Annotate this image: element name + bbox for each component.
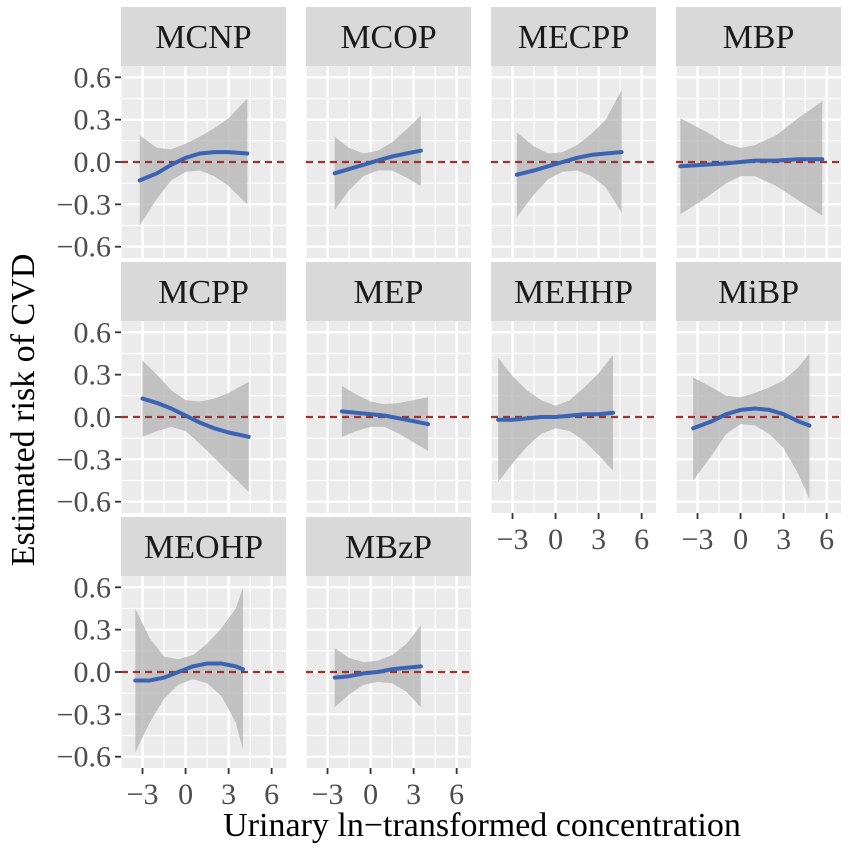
x-tick-label: 6 <box>819 523 834 556</box>
strip-background <box>306 262 471 321</box>
y-tick-label: 0.0 <box>74 656 112 689</box>
x-tick-label: −3 <box>682 523 714 556</box>
y-tick-label: 0.6 <box>74 61 112 94</box>
y-tick-label: 0.0 <box>74 146 112 179</box>
confidence-band <box>341 385 428 451</box>
panel-mecpp: MECPP <box>490 7 656 258</box>
strip-background <box>306 517 471 576</box>
y-tick-label: −0.6 <box>57 486 111 519</box>
strip-background <box>306 7 471 66</box>
y-tick-label: −0.3 <box>57 698 111 731</box>
panel-mep: MEP <box>305 262 471 513</box>
panel-mcop: MCOP <box>305 7 471 258</box>
panel-mbzp: MBzP <box>305 517 471 768</box>
confidence-band <box>334 115 421 210</box>
confidence-band <box>516 90 622 218</box>
y-tick-label: 0.0 <box>74 401 112 434</box>
panel-mcpp: MCPP <box>120 262 286 513</box>
strip-background <box>491 262 656 321</box>
estimate-line <box>133 661 245 683</box>
strip-background <box>491 7 656 66</box>
y-tick-label: −0.6 <box>57 741 111 774</box>
x-tick-label: 0 <box>363 778 378 811</box>
strip-label: MEHHP <box>514 274 633 311</box>
y-tick-label: −0.6 <box>57 231 111 264</box>
estimate-line <box>332 148 423 176</box>
y-tick-label: −0.3 <box>57 443 111 476</box>
y-tick-label: 0.6 <box>74 316 112 349</box>
estimate-line <box>332 664 423 680</box>
estimate-line <box>137 150 250 183</box>
confidence-band <box>142 360 249 492</box>
strip-background <box>121 262 286 321</box>
panel-mehhp: MEHHP <box>490 262 656 513</box>
confidence-band <box>334 625 421 708</box>
x-tick-label: 6 <box>634 523 649 556</box>
panel-mibp: MiBP <box>675 262 841 513</box>
x-tick-label: 3 <box>776 523 791 556</box>
y-tick-label: 0.6 <box>74 571 112 604</box>
estimate-line <box>691 406 812 431</box>
y-tick-label: −0.3 <box>57 188 111 221</box>
x-tick-label: 3 <box>591 523 606 556</box>
x-tick-label: −3 <box>127 778 159 811</box>
y-axis-title: Estimated risk of CVD <box>5 254 42 567</box>
panel-mcnp: MCNP <box>120 7 286 258</box>
panel-mbp: MBP <box>675 7 841 258</box>
strip-label: MCNP <box>155 19 251 56</box>
x-tick-label: 3 <box>221 778 236 811</box>
estimate-line <box>514 150 624 177</box>
panels-layer: MCNP MCOP MECPP MBP MCPP MEP MEHHP MiBP MEOHP MBz… <box>120 7 841 768</box>
confidence-band <box>693 353 810 499</box>
strip-background <box>676 7 841 66</box>
x-tick-label: −3 <box>312 778 344 811</box>
estimate-line <box>496 410 615 422</box>
x-axis-title: Urinary ln−transformed concentration <box>223 807 741 844</box>
x-tick-label: 0 <box>733 523 748 556</box>
x-tick-label: −3 <box>497 523 529 556</box>
panel-meohp: MEOHP <box>120 517 286 768</box>
strip-background <box>676 262 841 321</box>
strip-label: MiBP <box>718 274 799 311</box>
y-tick-label: 0.3 <box>74 614 112 647</box>
strip-label: MBP <box>723 19 795 56</box>
strip-label: MEOHP <box>144 529 263 566</box>
y-tick-label: 0.3 <box>74 104 112 137</box>
strip-label: MECPP <box>518 19 630 56</box>
x-tick-label: 6 <box>264 778 279 811</box>
x-tick-label: 3 <box>406 778 421 811</box>
estimate-line <box>678 157 825 169</box>
strip-label: MCPP <box>158 274 249 311</box>
strip-label: MEP <box>354 274 424 311</box>
strip-background <box>121 7 286 66</box>
strip-background <box>121 517 286 576</box>
strip-label: MBzP <box>345 529 432 566</box>
strip-label: MCOP <box>340 19 436 56</box>
x-tick-label: 6 <box>449 778 464 811</box>
estimate-line <box>339 409 430 427</box>
x-tick-label: 0 <box>548 523 563 556</box>
estimate-line <box>140 396 251 439</box>
y-tick-label: 0.3 <box>74 359 112 392</box>
axes-layer: 0.6 0.3 0.0 −0.3 −0.6 0.6 0.3 0.0 −0.3 −0.6 0.6 0.3… <box>57 61 835 811</box>
x-tick-label: 0 <box>178 778 193 811</box>
confidence-band <box>680 101 823 216</box>
